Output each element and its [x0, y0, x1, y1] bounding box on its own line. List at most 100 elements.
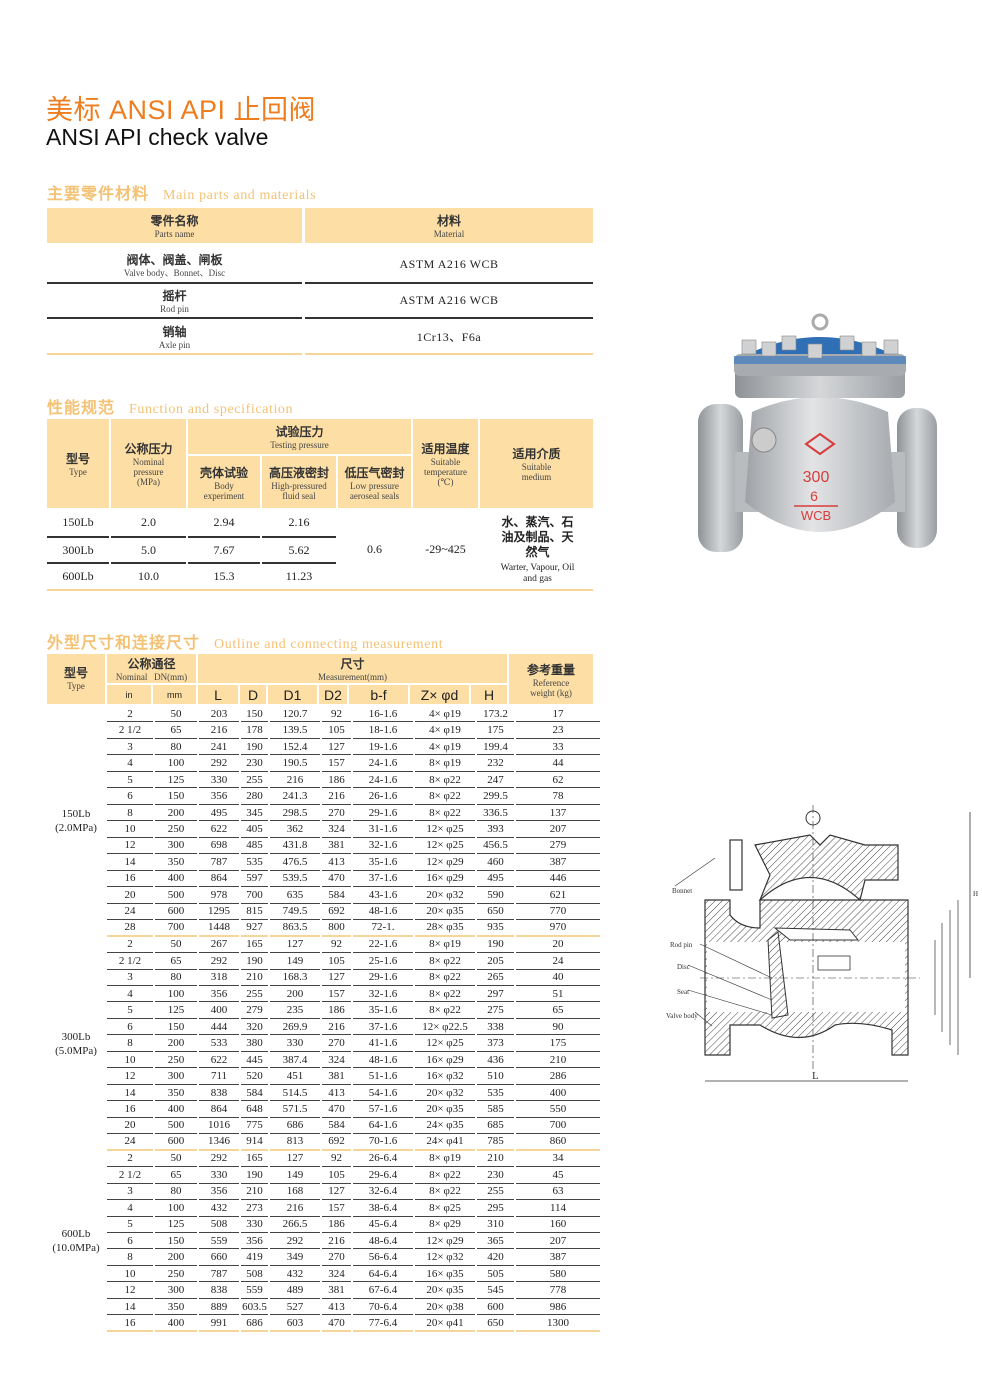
- dims-cell: 444: [199, 1019, 239, 1036]
- parts-row-name-en: Rod pin: [160, 304, 189, 314]
- dims-cell: 125: [155, 1217, 197, 1233]
- dims-cell: 381: [322, 1068, 351, 1085]
- dims-cell: 190: [241, 1167, 268, 1184]
- spec-header-low: 低压气密封 Low pressure aeroseal seals: [338, 456, 411, 508]
- dims-cell: 20× φ32: [415, 1085, 475, 1102]
- page-title-cn: 美标 ANSI API 止回阀: [46, 95, 317, 125]
- dims-table-row: 600Lb (10.0MPa) 2 50 292 165 127 92 26-6.4 8× φ19…: [47, 1151, 600, 1254]
- spec-row-rule: [188, 562, 260, 564]
- dims-cell: 545: [477, 1282, 514, 1299]
- dims-cell: 34: [516, 1151, 600, 1168]
- spec-row-rule: [262, 562, 336, 564]
- dims-cell: 4× φ19: [415, 739, 475, 756]
- dims-table-row: 14 350 889 603.5 527 413 70-6.4 20× φ38 600 986: [47, 1299, 600, 1316]
- dims-cell: 2 1/2: [107, 722, 153, 739]
- dims-cell: 24× φ35: [415, 1118, 475, 1135]
- dims-cell: 436: [477, 1052, 514, 1069]
- spec-header-temp: 适用温度 Suitable temperature (℃): [413, 419, 478, 508]
- dims-col-header-5: D2: [319, 685, 347, 704]
- dims-cell: 168: [270, 1184, 320, 1201]
- dims-cell: 927: [241, 920, 268, 937]
- dims-cell: 362: [270, 821, 320, 838]
- dims-cell: 8× φ19: [415, 755, 475, 772]
- dims-cell: 32-1.6: [353, 838, 413, 855]
- dims-cell: 125: [155, 1002, 197, 1019]
- dims-table-row: 20 500 978 700 635 584 43-1.6 20× φ32 590 621: [47, 887, 600, 904]
- spec-medium-value: 水、蒸汽、石油及制品、天然气 Warter, Vapour, Oil and g…: [490, 512, 585, 588]
- dims-cell: 405: [241, 821, 268, 838]
- spec-heading: 性能规范 Function and specification: [47, 394, 293, 418]
- dims-cell: 12× φ29: [415, 1233, 475, 1250]
- dims-cell: 37-1.6: [353, 871, 413, 888]
- valve-body-shape: [698, 313, 937, 552]
- dims-cell: 50: [155, 706, 197, 723]
- dims-cell: 863.5: [270, 920, 320, 937]
- spec-medium-cn: 水、蒸汽、石油及制品、天然气: [501, 515, 574, 559]
- spec-header-nominal: 公称压力 Nominal pressure (MPa): [111, 419, 186, 508]
- spec-header-low-cn: 低压气密封: [344, 465, 405, 480]
- dims-cell: 24× φ41: [415, 1134, 475, 1151]
- drawing-label-bonnet: Bonnet: [672, 887, 692, 895]
- dims-cell: 6: [107, 788, 153, 805]
- spec-row-rule: [111, 536, 186, 538]
- dims-cell: 510: [477, 1068, 514, 1085]
- photo-marking-rating: 300: [803, 469, 830, 486]
- dims-cell: 986: [516, 1299, 600, 1316]
- dims-cell: 8: [107, 1249, 153, 1266]
- dims-cell: 356: [199, 1184, 239, 1201]
- dims-cell: 864: [199, 1101, 239, 1118]
- dims-cell: 860: [516, 1134, 600, 1151]
- spec-header-nominal-cn: 公称压力: [124, 442, 173, 456]
- dims-cell: 6: [107, 1233, 153, 1250]
- dims-cell: 470: [322, 1101, 351, 1118]
- dims-group-type-name: 150Lb: [61, 808, 91, 821]
- dims-cell: 387: [516, 854, 600, 871]
- dims-cell: 2: [107, 1151, 153, 1168]
- spec-header-body-en: Body experiment: [203, 480, 245, 501]
- dims-cell: 38-6.4: [353, 1200, 413, 1217]
- dims-cell: 318: [199, 970, 239, 986]
- drawing-label-rod-pin: Rod pin: [670, 941, 693, 949]
- dims-cell: 330: [199, 1167, 239, 1184]
- dims-table-row: 14 350 787 535 476.5 413 35-1.6 12× φ29 460 387: [47, 854, 600, 871]
- dims-heading: 外型尺寸和连接尺寸 Outline and connecting measurem…: [47, 629, 443, 653]
- parts-row-name-en: Valve body、Bonnet、Disc: [123, 267, 226, 278]
- dims-cell: 216: [270, 1200, 320, 1217]
- dims-group-type: 600Lb (10.0MPa): [47, 1151, 105, 1332]
- dims-cell: 350: [155, 1085, 197, 1102]
- dims-cell: 62: [516, 772, 600, 789]
- dims-cell: 300: [155, 1282, 197, 1299]
- dims-group-type-name: 300Lb: [61, 1030, 91, 1043]
- dims-cell: 20: [107, 1118, 153, 1135]
- dims-table: 150Lb (2.0MPa) 2 50 203 150 120.7 92 16-1.6 4× φ1…: [45, 706, 602, 1332]
- parts-header-name: 零件名称 Parts name: [47, 208, 302, 243]
- spec-header-body: 壳体试验 Body experiment: [188, 456, 260, 508]
- dims-table-row: 8 200 495 345 298.5 270 29-1.6 8× φ22 336.5 137: [47, 805, 600, 822]
- spec-cell-body: 15.3: [213, 569, 235, 583]
- spec-header-medium: 适用介质 Suitable medium: [480, 419, 593, 508]
- dims-cell: 770: [516, 904, 600, 921]
- dims-cell: 70-1.6: [353, 1134, 413, 1151]
- dims-cell: 8× φ22: [415, 1002, 475, 1019]
- dims-cell: 24: [516, 953, 600, 970]
- dims-table-row: 8 200 533 380 330 270 41-1.6 12× φ25 373 175: [47, 1035, 600, 1052]
- dims-cell: 92: [322, 706, 351, 723]
- parts-row-rule: [47, 317, 302, 319]
- dims-cell: 387.4: [270, 1052, 320, 1069]
- dims-cell: 622: [199, 821, 239, 838]
- dims-cell: 22-1.6: [353, 937, 413, 954]
- dims-cell: 2: [107, 937, 153, 954]
- dims-cell: 14: [107, 1299, 153, 1316]
- dims-cell: 4× φ19: [415, 706, 475, 723]
- dims-cell: 10: [107, 1052, 153, 1069]
- parts-row-material: ASTM A216 WCB: [399, 256, 499, 271]
- dims-table-row: 12 300 698 485 431.8 381 32-1.6 12× φ25 456.5 279: [47, 838, 600, 855]
- dims-cell: 44: [516, 755, 600, 772]
- dims-cell: 470: [322, 871, 351, 888]
- dims-cell: 255: [241, 772, 268, 789]
- dims-header-type-en: Type: [67, 681, 85, 691]
- dims-cell: 210: [477, 1151, 514, 1168]
- dims-cell: 914: [241, 1134, 268, 1151]
- parts-row-material: 1Cr13、F6a: [416, 329, 482, 344]
- dims-cell: 48-1.6: [353, 904, 413, 921]
